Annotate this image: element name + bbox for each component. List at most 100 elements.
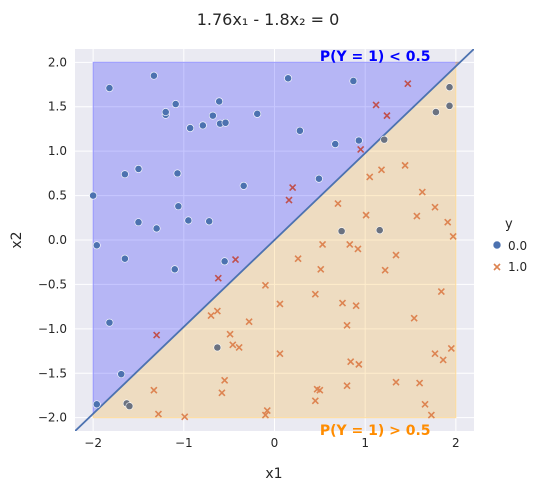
point-class1 [316,386,324,394]
point-class1 [431,350,439,358]
point-class0 [220,257,229,266]
point-class1 [447,344,455,352]
x-axis-label: x1 [265,466,282,482]
point-class1 [221,376,229,384]
point-class1 [294,255,302,263]
point-class1 [218,389,226,397]
point-class1 [231,255,240,264]
boundary-line [75,49,474,431]
point-class1 [418,188,426,196]
point-class0 [134,165,143,173]
point-class0 [120,170,129,179]
point-class1 [416,379,424,387]
legend-label-class1: 1.0 [508,260,527,274]
point-class0 [92,241,101,250]
point-class0 [92,400,101,409]
legend-marker-class1 [493,263,501,271]
point-class0 [173,169,182,178]
point-class1 [181,413,189,421]
points [89,71,457,421]
point-class0 [134,218,143,227]
y-tick-label: 1.0 [48,144,67,158]
point-class1 [276,350,284,358]
ticks: −2 −1 0 1 2 −2.0 −1.5 −1.0 −0.5 0.0 0.5 1.0 1.5 2.0 [38,55,460,450]
point-class1 [346,240,354,249]
x-tick-label: −1 [175,436,193,450]
point-class1 [154,410,162,418]
y-tick-label: −1.5 [38,366,67,380]
point-class0 [208,111,217,120]
legend-title: y [505,217,513,232]
point-class0 [117,370,126,379]
point-class1 [354,245,362,253]
point-class0 [89,191,98,200]
region-label-class1: P(Y = 1) > 0.5 [320,423,431,439]
point-class1 [392,378,400,386]
point-class0 [375,226,384,235]
point-class0 [432,108,440,116]
point-class1 [413,212,421,220]
point-class1 [439,356,447,364]
point-class1 [357,145,365,153]
point-class0 [205,217,214,226]
point-class0 [174,202,183,211]
point-class0 [380,135,389,144]
point-class0 [253,109,262,118]
point-class1 [226,330,234,338]
x-tick-label: −2 [84,436,102,450]
point-class1 [421,400,429,408]
point-class1 [437,287,445,296]
y-tick-label: 0.0 [48,233,67,247]
point-class0 [284,74,293,83]
point-class0 [152,224,161,233]
point-class1 [343,321,351,329]
point-class1 [214,274,222,282]
point-class1 [338,299,347,307]
point-class1 [427,411,435,419]
point-class1 [410,314,418,322]
point-class1 [392,251,400,259]
point-class0 [239,181,248,190]
point-class0 [170,265,179,274]
point-class1 [261,411,269,419]
point-class0 [354,136,363,145]
point-class1 [347,358,355,366]
point-class1 [362,211,370,219]
point-class0 [171,100,180,108]
point-class1 [317,265,325,273]
point-class0 [221,118,230,127]
point-class0 [125,402,134,411]
x-tick-label: 1 [361,436,369,450]
point-class1 [355,360,363,368]
legend-marker-class0 [492,240,502,250]
region-label-class0: P(Y = 1) < 0.5 [320,49,431,65]
x-tick-label: 2 [452,436,460,450]
point-class1 [245,318,253,326]
point-class0 [337,227,346,236]
point-class1 [377,166,386,174]
point-class0 [215,97,224,106]
y-tick-label: 1.5 [48,100,67,114]
point-class0 [213,343,222,352]
point-class0 [295,126,304,135]
point-class1 [311,397,319,405]
point-class1 [318,240,327,249]
y-tick-label: 2.0 [48,55,67,69]
x-tick-label: 0 [271,436,279,450]
point-class1 [343,382,351,390]
chart-title: 1.76x₁ - 1.8x₂ = 0 [197,10,340,29]
point-class1 [285,196,293,204]
point-class1 [449,232,457,241]
point-class1 [352,302,360,310]
point-class0 [331,140,340,148]
point-class1 [383,112,391,120]
legend: y 0.0 1.0 [492,217,527,274]
point-class1 [235,343,243,352]
point-class1 [213,307,221,315]
point-class0 [349,77,358,85]
legend-label-class0: 0.0 [508,239,527,253]
point-class0 [445,83,454,92]
y-tick-label: −1.0 [38,322,67,336]
y-tick-label: 0.5 [48,189,67,203]
